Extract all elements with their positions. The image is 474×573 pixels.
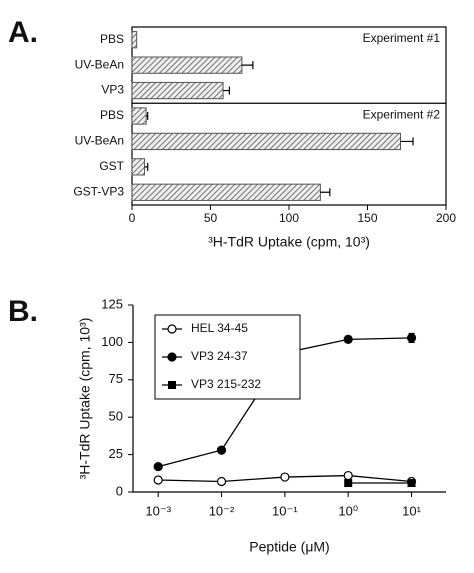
x-axis-title: Peptide (μM) <box>249 539 329 555</box>
y-tick-label: VP3 <box>101 83 124 97</box>
y-tick-label: UV-BeAn <box>75 134 124 148</box>
x-tick-label: 10¹ <box>402 503 421 518</box>
y-tick-label: GST-VP3 <box>73 184 124 198</box>
x-tick-label: 50 <box>204 211 218 225</box>
error-bar <box>146 112 149 120</box>
bar <box>131 183 321 201</box>
legend-marker <box>167 324 177 334</box>
y-tick-label: 75 <box>109 371 123 386</box>
legend-marker <box>167 352 177 362</box>
data-point <box>280 472 290 482</box>
y-tick-label: PBS <box>100 32 124 46</box>
y-tick-label: 125 <box>101 296 123 311</box>
data-point <box>153 461 163 472</box>
legend-marker <box>168 381 176 389</box>
bar <box>131 56 243 74</box>
x-tick-label: 150 <box>357 211 377 225</box>
data-point <box>216 476 227 487</box>
bar <box>131 107 147 125</box>
data-point <box>153 475 163 485</box>
data-point <box>343 470 353 481</box>
y-tick-label: GST <box>99 159 124 173</box>
error-bar <box>223 86 230 95</box>
x-axis-title: ³H-TdR Uptake (cpm, 10³) <box>208 234 370 250</box>
panel-label: B. <box>8 295 38 328</box>
panel-label: A. <box>8 16 38 49</box>
bar <box>131 81 224 100</box>
y-axis-title: ³H-TdR Uptake (cpm, 10³) <box>77 318 93 480</box>
y-tick-label: 100 <box>101 334 123 349</box>
bar <box>131 31 138 49</box>
error-bar <box>320 188 331 197</box>
y-tick-label: UV-BeAn <box>75 57 124 71</box>
data-point <box>406 333 417 343</box>
bar <box>131 132 401 151</box>
x-tick-label: 10⁻² <box>209 503 235 518</box>
x-tick-label: 100 <box>279 211 299 225</box>
error-bar <box>144 162 149 171</box>
y-tick-label: 25 <box>109 446 123 461</box>
y-tick-label: PBS <box>100 108 124 122</box>
data-point <box>344 479 353 488</box>
group-label: Experiment #1 <box>363 31 441 45</box>
data-point <box>343 334 353 345</box>
x-tick-label: 10⁻¹ <box>272 503 298 518</box>
data-point <box>407 479 416 488</box>
legend-label: VP3 215-232 <box>191 377 261 391</box>
error-bar <box>400 137 414 146</box>
bar <box>131 158 146 176</box>
data-point <box>216 445 227 455</box>
legend-label: HEL 34-45 <box>191 321 248 335</box>
x-tick-label: 0 <box>129 211 136 225</box>
legend-label: VP3 24-37 <box>191 349 248 363</box>
group-label: Experiment #2 <box>363 107 441 121</box>
x-tick-label: 10⁻³ <box>145 503 171 518</box>
error-bar <box>241 61 254 70</box>
x-tick-label: 200 <box>436 211 456 225</box>
y-tick-label: 0 <box>116 483 123 498</box>
y-tick-label: 50 <box>109 409 123 424</box>
x-tick-label: 10⁰ <box>338 503 358 518</box>
